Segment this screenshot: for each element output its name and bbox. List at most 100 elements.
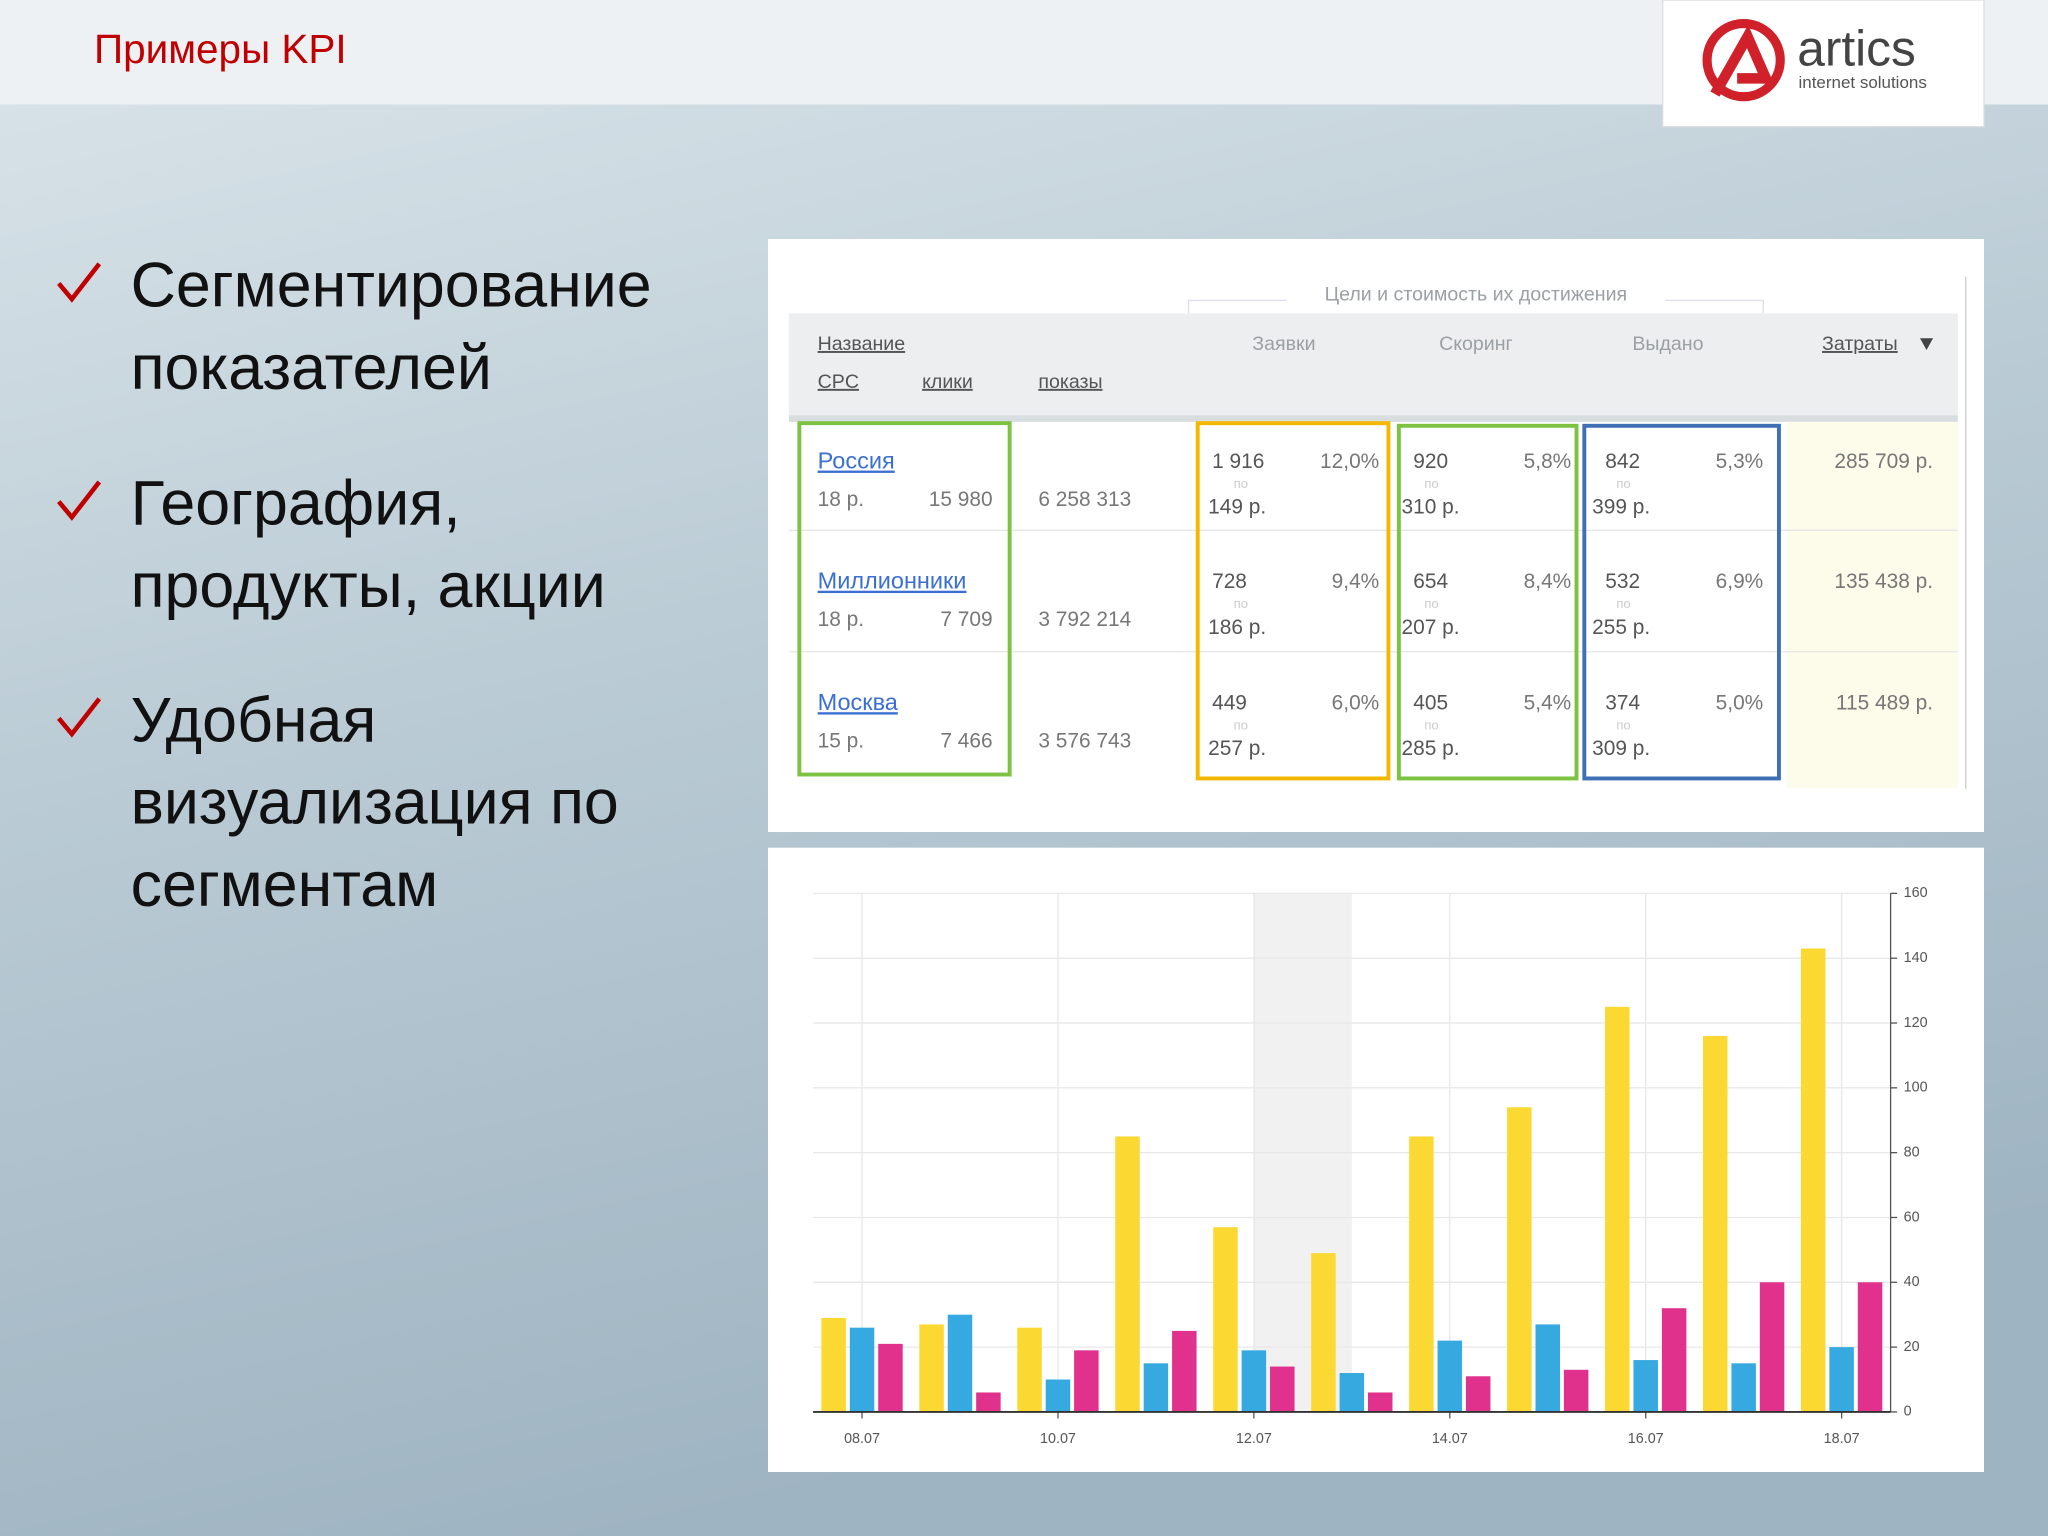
cell: 309 р. [1592, 737, 1650, 760]
bar [1368, 1392, 1393, 1412]
bullet-text: Удобная [131, 685, 377, 755]
bullet-text: продукты, акции [131, 551, 606, 621]
sort-arrow[interactable] [1920, 338, 1934, 351]
cell: 186 р. [1208, 616, 1266, 639]
cell: 149 р. [1208, 496, 1266, 519]
y-tick-label: 80 [1904, 1144, 1920, 1160]
cell: 9,4% [1332, 570, 1380, 593]
bar [1661, 1308, 1687, 1412]
x-tick-label: 18.07 [1824, 1431, 1860, 1447]
highlight-box [1195, 421, 1391, 781]
bullet-list: Сегментирование показателей География, прод… [57, 251, 652, 920]
bullet-text: сегментам [131, 850, 439, 920]
cell: 15 р. [818, 729, 864, 752]
cell: по [1616, 718, 1630, 733]
bar [1857, 1282, 1883, 1412]
row-link[interactable]: Москва [818, 689, 899, 715]
cell: 18 р. [818, 608, 864, 631]
bar [1437, 1340, 1463, 1412]
row-link[interactable]: Миллионники [818, 568, 967, 594]
cell: 207 р. [1401, 616, 1459, 639]
bar [1409, 1136, 1434, 1412]
cell: 18 р. [818, 488, 864, 511]
cell: 5,8% [1524, 450, 1572, 473]
check-icon [57, 697, 102, 738]
y-tick-label: 40 [1904, 1274, 1920, 1290]
cell: 399 р. [1592, 496, 1650, 519]
header-title: Примеры KPI [94, 26, 347, 72]
bar [1507, 1107, 1532, 1412]
header-rule [788, 415, 1958, 422]
bar [976, 1392, 1001, 1412]
column-header[interactable]: CPC [818, 371, 859, 393]
cell: 310 р. [1401, 496, 1459, 519]
cell: 257 р. [1208, 737, 1266, 760]
cost-column-bg [1786, 421, 1958, 788]
cell: по [1616, 596, 1630, 611]
bar [947, 1314, 973, 1412]
bar [1535, 1324, 1560, 1412]
y-tick-label: 140 [1904, 950, 1928, 966]
cell: по [1234, 596, 1248, 611]
group-label-bg [1286, 282, 1666, 309]
cell: по [1616, 476, 1630, 491]
cell: по [1424, 476, 1438, 491]
column-header[interactable]: Затраты [1822, 333, 1898, 355]
cell: 449 [1212, 692, 1247, 715]
cell: 728 [1212, 570, 1247, 593]
highlight-box [1396, 423, 1579, 781]
bar [1213, 1227, 1238, 1412]
column-header[interactable]: клики [922, 371, 973, 393]
x-tick-label: 10.07 [1040, 1431, 1076, 1447]
bar [1270, 1366, 1295, 1412]
cell: 255 р. [1592, 616, 1650, 639]
cell: 8,4% [1524, 570, 1572, 593]
x-tick-label: 08.07 [844, 1431, 880, 1447]
chart: 0 20 40 60 80 100 120 140 160 08.07 10.07 12.07 14.0… [813, 885, 1928, 1447]
chart-panel: 0 20 40 60 80 100 120 140 160 08.07 10.07 12.07 14.0… [768, 847, 1984, 1472]
column-header: Выдано [1632, 333, 1703, 355]
cell: 3 792 214 [1038, 608, 1131, 631]
bar [1115, 1136, 1140, 1412]
cell: по [1234, 718, 1248, 733]
y-tick-label: 0 [1904, 1404, 1912, 1420]
cell: 5,3% [1716, 450, 1764, 473]
cell: 15 980 [929, 488, 993, 511]
bullet-text: География, [131, 469, 461, 539]
cell: 6,9% [1716, 570, 1764, 593]
bar [1800, 948, 1826, 1412]
bar [849, 1327, 875, 1412]
table-body: Россия 18 р. 15 980 6 258 313 1 916 12,0% по 14… [788, 448, 1958, 760]
bar [1731, 1363, 1756, 1412]
cell: 374 [1605, 692, 1640, 715]
cell: по [1424, 718, 1438, 733]
cell: 12,0% [1320, 450, 1379, 473]
logo: artics internet solutions [1662, 0, 1985, 128]
cell: 285 р. [1401, 737, 1459, 760]
column-header[interactable]: Название [818, 333, 906, 355]
bar [1172, 1330, 1197, 1412]
cell: 285 709 р. [1834, 450, 1933, 473]
cell: 532 [1605, 570, 1640, 593]
check-icon [57, 262, 102, 303]
x-tick-label: 14.07 [1432, 1431, 1468, 1447]
check-icon [57, 480, 102, 521]
highlight-box [797, 421, 1012, 777]
cell: 3 576 743 [1038, 729, 1131, 752]
logo-mark [1710, 24, 1774, 97]
column-header[interactable]: показы [1038, 371, 1102, 393]
cell: 135 438 р. [1834, 570, 1933, 593]
group-header: Цели и стоимость их достижения [1325, 283, 1628, 305]
bar [1633, 1360, 1658, 1412]
y-tick-label: 120 [1904, 1015, 1928, 1031]
x-tick-label: 16.07 [1628, 1431, 1664, 1447]
x-tick-label: 12.07 [1236, 1431, 1272, 1447]
cell: 5,4% [1524, 692, 1572, 715]
bar [878, 1343, 903, 1412]
cell: 842 [1605, 450, 1640, 473]
y-tick-label: 20 [1904, 1339, 1920, 1355]
row-link[interactable]: Россия [818, 448, 895, 474]
bar [1143, 1363, 1169, 1412]
logo-tagline: internet solutions [1799, 73, 1927, 92]
bar [1465, 1376, 1491, 1412]
